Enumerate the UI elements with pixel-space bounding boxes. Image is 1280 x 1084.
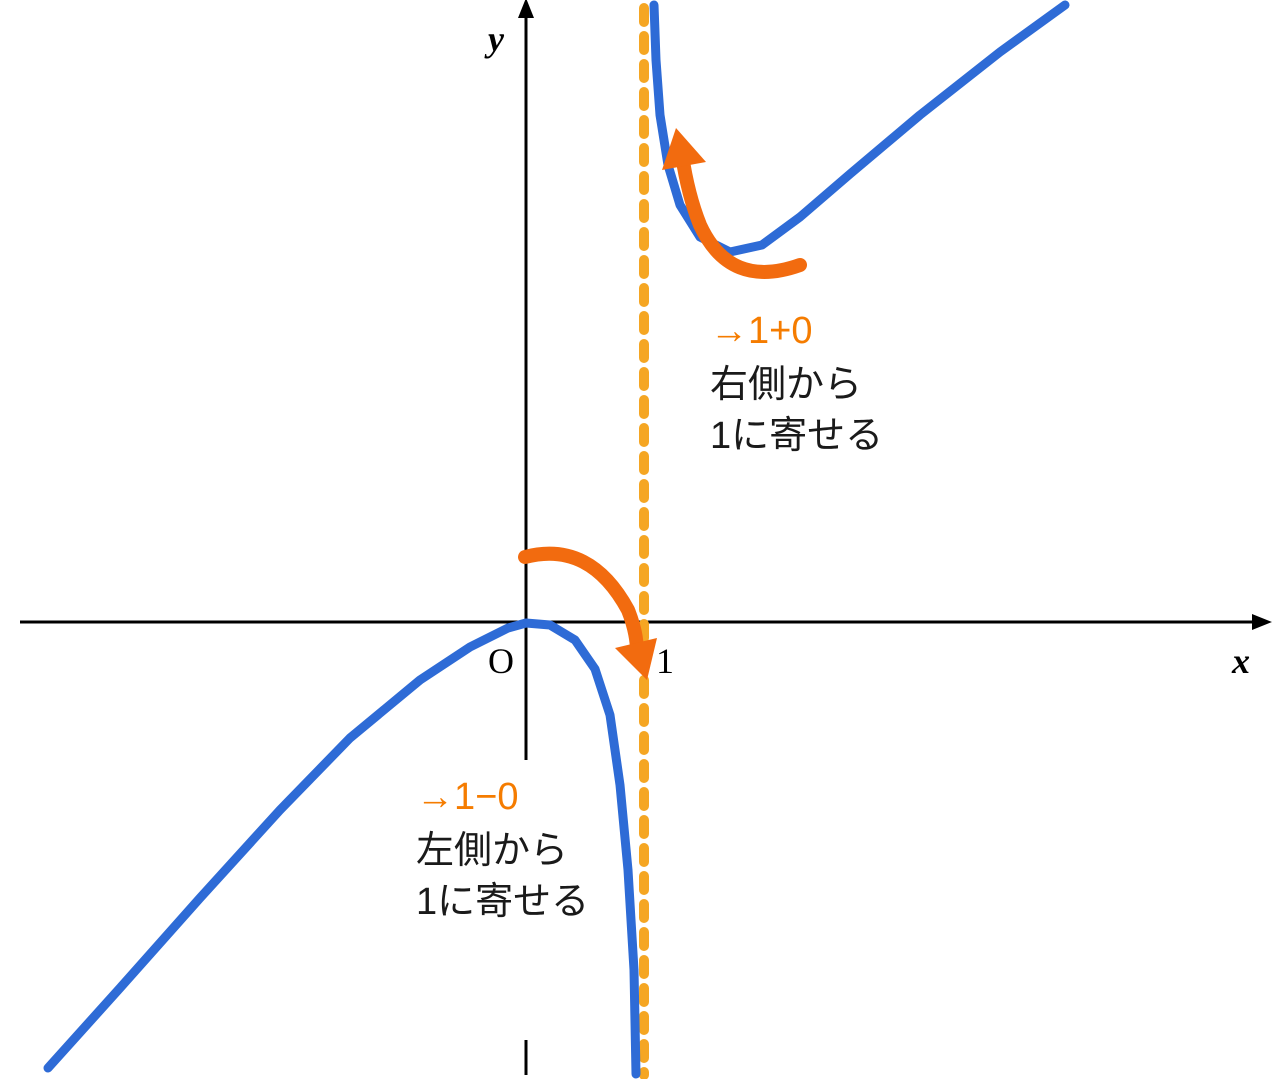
hidden-tick: 4 [992,640,1009,674]
right-desc-line1: 右側から [710,364,862,406]
right-limit-description: 右側から 1に寄せる [710,360,883,463]
curve-right-branch [654,5,1065,252]
left-limit-arrowhead [615,638,657,680]
left-limit-description: 左側から 1に寄せる [416,826,589,929]
right-limit-arrow [682,155,800,272]
left-desc-line1: 左側から [416,830,568,872]
hidden-tick: 2 [758,640,775,674]
chart-svg [0,0,1280,1079]
y-axis-arrow [518,0,534,18]
left-desc-line2: 1に寄せる [416,881,589,923]
hidden-tick: -4 [480,1044,507,1078]
left-limit-notation: →1−0 [416,776,518,819]
limit-chart: -4 -2 2 4 4 -2 -4 y x O 1 →1+0 右側から 1に寄せ… [0,0,1280,1079]
right-desc-line2: 1に寄せる [710,415,883,457]
x-axis-arrow [1252,614,1272,630]
y-axis-label: y [488,18,504,60]
x-axis-label: x [1232,640,1250,682]
right-limit-notation: →1+0 [710,310,812,353]
hidden-tick: -2 [275,640,302,674]
origin-label: O [488,640,514,682]
hidden-tick: 4 [482,166,499,200]
tick-1: 1 [656,640,674,682]
hidden-tick: -4 [50,640,77,674]
